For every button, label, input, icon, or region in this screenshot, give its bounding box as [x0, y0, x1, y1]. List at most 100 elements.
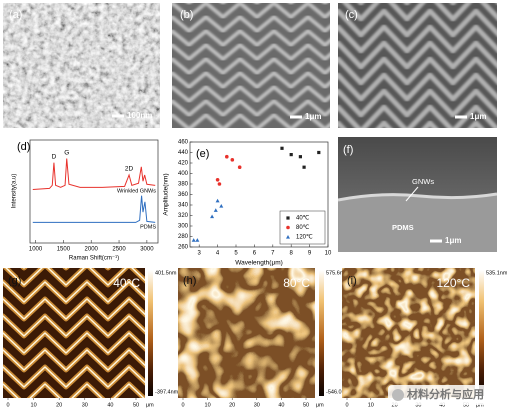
colorbar-min: -397.4nm	[155, 389, 179, 395]
layer-label: PDMS	[392, 223, 414, 232]
wrinkle	[3, 281, 145, 303]
point	[215, 198, 220, 203]
point	[317, 150, 321, 155]
x-tick-label: 2000	[85, 247, 99, 253]
x-tick-label: 20	[392, 402, 398, 408]
point	[210, 214, 215, 219]
wrinkle	[172, 113, 330, 128]
wrinkle	[3, 366, 145, 388]
point	[213, 208, 218, 212]
pdms-layer	[338, 194, 497, 252]
panel-b: (b) 1μm	[172, 3, 330, 128]
point	[219, 204, 224, 208]
y-tick-label: 280	[178, 234, 189, 240]
y-tick-label: 420	[178, 161, 189, 167]
y-tick-label: 360	[178, 192, 189, 198]
colorbar-min: -546.0nm	[326, 389, 350, 395]
x-tick-label: 0	[345, 402, 348, 408]
wrinkle	[338, 104, 497, 128]
wrinkle	[338, 72, 497, 102]
y-tick-label: 320	[178, 213, 189, 219]
x-tick-label: 50	[133, 402, 139, 408]
x-tick-label: 1500	[57, 247, 71, 253]
panel-label: (g)	[8, 275, 21, 287]
wrinkle	[172, 71, 330, 89]
panel-label: (d)	[17, 141, 30, 153]
legend-label: 120℃	[296, 235, 313, 241]
wrinkle	[172, 57, 330, 75]
peak-label: D	[52, 153, 57, 160]
plot-frame	[29, 139, 159, 244]
colorbar-max: 401.5nm	[155, 270, 177, 276]
x-unit: μm	[316, 402, 324, 408]
x-tick-label: 7	[271, 251, 275, 257]
x-axis-label: Raman Shift(cm⁻¹)	[69, 256, 119, 262]
point	[225, 154, 229, 159]
point	[217, 182, 222, 186]
point	[302, 165, 306, 169]
x-tick-label: 30	[254, 402, 260, 408]
wrinkle	[3, 315, 145, 337]
x-tick-label: 2500	[112, 247, 126, 253]
x-tick-label: 40	[107, 402, 113, 408]
y-axis-label: Amplitude(nm)	[163, 173, 170, 215]
scale-bar	[455, 115, 467, 119]
legend-marker	[286, 225, 290, 230]
colorbar-max: 535.1nm	[486, 270, 507, 276]
wrinkle	[185, 3, 329, 5]
x-tick-label: 9	[308, 251, 312, 257]
panel-label: (i)	[347, 275, 357, 287]
scale-label: 100nm	[127, 111, 152, 120]
x-tick-label: 10	[368, 402, 374, 408]
wrinkle	[172, 43, 330, 61]
wrinkle	[172, 15, 330, 33]
watermark-bg	[388, 385, 506, 405]
point	[289, 153, 293, 157]
y-tick-label: 460	[178, 140, 189, 146]
peak-label: G	[64, 149, 69, 156]
x-tick-label: 50	[303, 402, 309, 408]
legend-label: Wrinkled GNWs	[117, 188, 156, 194]
scale-label: 1μm	[305, 112, 321, 121]
colorbar	[148, 270, 153, 396]
x-tick-label: 4	[216, 251, 220, 257]
legend-marker	[286, 235, 290, 239]
x-tick-label: 50	[463, 402, 469, 408]
x-tick-label: 5	[234, 251, 238, 257]
wrinkle	[172, 29, 330, 47]
temperature-label: 80°C	[283, 276, 310, 290]
afm-image	[178, 268, 315, 398]
watermark-text: 材料分析与应用	[407, 387, 484, 401]
scale-label: 1μm	[445, 236, 461, 245]
point	[280, 146, 284, 150]
spectrum	[32, 195, 156, 223]
wrinkle	[172, 3, 330, 19]
wrinkle	[3, 349, 145, 371]
watermark-icon	[392, 389, 404, 401]
scale-bar	[430, 239, 442, 243]
panel-a: (a) 100nm	[3, 3, 160, 128]
panel-label: (c)	[345, 9, 358, 21]
wrinkle	[172, 85, 330, 103]
scale-bar	[112, 114, 124, 118]
legend-marker	[286, 216, 290, 220]
x-tick-label: 40	[278, 402, 284, 408]
wrinkle	[3, 298, 145, 320]
sem-image	[3, 3, 160, 128]
panel-label: (h)	[183, 275, 196, 287]
afm-image	[342, 268, 475, 398]
x-tick-label: 20	[229, 402, 235, 408]
point	[191, 238, 196, 242]
x-tick-label: 30	[82, 402, 88, 408]
x-tick-label: 8	[290, 251, 294, 257]
y-tick-label: 400	[178, 171, 189, 177]
x-tick-label: 3	[198, 251, 202, 257]
panel-d: 1000 1500 2000 2500 3000 Raman Shift(cm⁻¹) Int…	[12, 139, 159, 262]
y-tick-label: 340	[178, 203, 189, 209]
temperature-label: 120°C	[437, 276, 471, 290]
colorbar-max: 575.6nm	[326, 270, 348, 276]
x-unit: μm	[146, 402, 154, 408]
peak-label: 2D	[125, 166, 134, 173]
pointer-arrow	[405, 186, 419, 202]
point	[215, 178, 220, 182]
